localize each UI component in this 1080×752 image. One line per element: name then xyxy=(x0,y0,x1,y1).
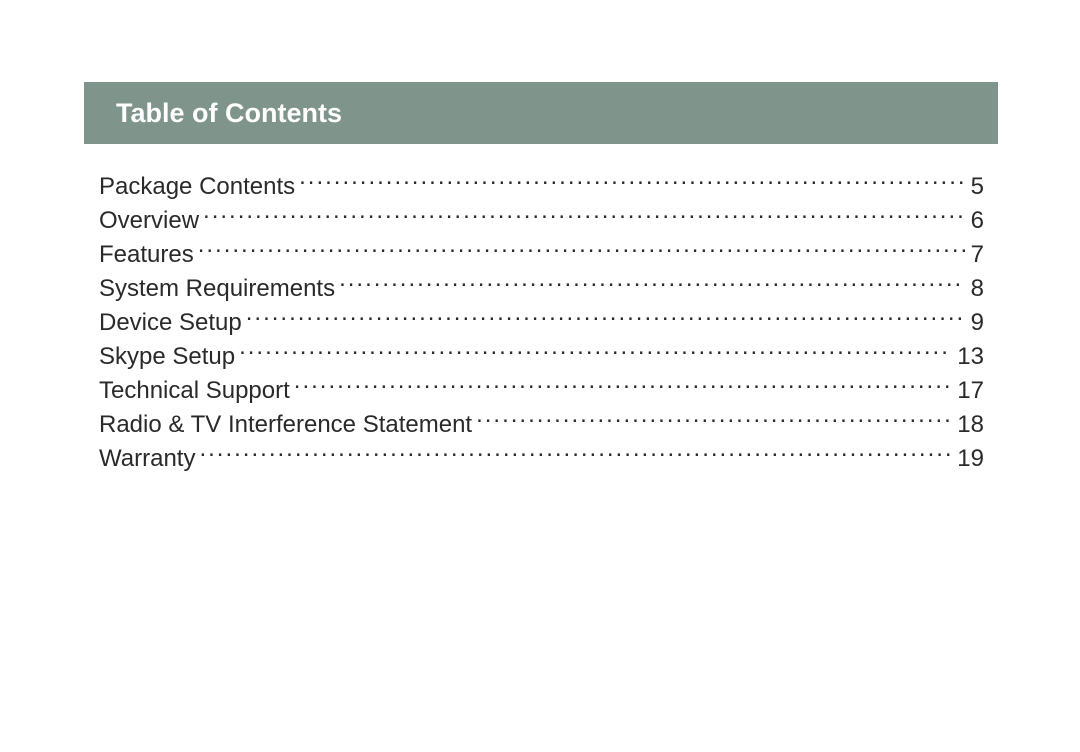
toc-entry: Skype Setup 13 xyxy=(99,340,984,374)
toc-leader-dots xyxy=(239,340,951,364)
toc-entry-page: 17 xyxy=(951,374,984,408)
toc-entry-page: 8 xyxy=(965,272,984,306)
toc-entry-page: 6 xyxy=(965,204,984,238)
toc-entry-label: Skype Setup xyxy=(99,340,239,374)
toc-entry: Overview 6 xyxy=(99,204,984,238)
toc-leader-dots xyxy=(246,306,965,330)
toc-entry-label: Technical Support xyxy=(99,374,294,408)
toc-entry: Technical Support 17 xyxy=(99,374,984,408)
toc-entry: Package Contents 5 xyxy=(99,170,984,204)
toc-leader-dots xyxy=(339,272,965,296)
document-page: Table of Contents Package Contents5Overv… xyxy=(0,0,1080,752)
toc-entry-label: Package Contents xyxy=(99,170,299,204)
toc-entry-label: Overview xyxy=(99,204,203,238)
toc-list: Package Contents5Overview6Features7Syste… xyxy=(99,170,984,476)
toc-entry-label: Device Setup xyxy=(99,306,246,340)
toc-leader-dots xyxy=(203,204,965,228)
toc-leader-dots xyxy=(294,374,952,398)
toc-entry: Features 7 xyxy=(99,238,984,272)
toc-entry-label: Features xyxy=(99,238,198,272)
toc-leader-dots xyxy=(476,408,951,432)
toc-entry: System Requirements 8 xyxy=(99,272,984,306)
toc-entry-page: 7 xyxy=(965,238,984,272)
toc-entry-page: 13 xyxy=(951,340,984,374)
toc-leader-dots xyxy=(198,238,965,262)
toc-entry-page: 19 xyxy=(951,442,984,476)
toc-entry-label: Radio & TV Interference Statement xyxy=(99,408,476,442)
toc-entry: Device Setup 9 xyxy=(99,306,984,340)
toc-entry: Warranty 19 xyxy=(99,442,984,476)
toc-entry-label: Warranty xyxy=(99,442,199,476)
toc-entry-page: 18 xyxy=(951,408,984,442)
toc-entry-page: 5 xyxy=(965,170,984,204)
toc-entry-label: System Requirements xyxy=(99,272,339,306)
toc-entry: Radio & TV Interference Statement 18 xyxy=(99,408,984,442)
toc-entry-page: 9 xyxy=(965,306,984,340)
toc-header-bar: Table of Contents xyxy=(84,82,998,144)
toc-leader-dots xyxy=(299,170,965,194)
toc-header-title: Table of Contents xyxy=(116,98,342,129)
toc-leader-dots xyxy=(199,442,951,466)
